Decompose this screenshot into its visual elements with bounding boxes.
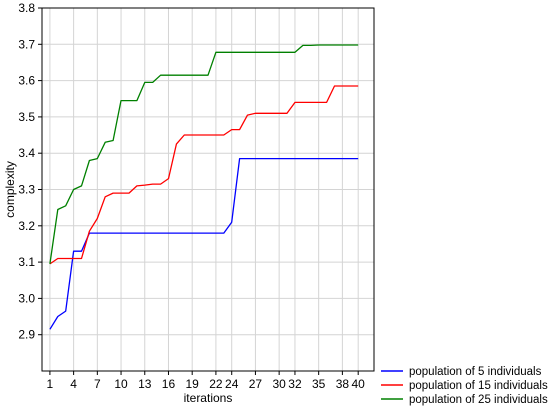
series-line xyxy=(49,157,359,330)
x-tick-label: 24 xyxy=(225,377,239,391)
y-tick-label: 3.0 xyxy=(18,291,35,305)
y-tick-label: 3.4 xyxy=(18,146,35,160)
y-tick-label: 3.3 xyxy=(18,183,35,197)
legend: population of 5 individuals population of… xyxy=(381,366,548,406)
x-axis-label: iterations xyxy=(184,391,233,405)
x-tick-label: 38 xyxy=(336,377,350,391)
x-tick-label: 27 xyxy=(249,377,263,391)
x-tick-label: 7 xyxy=(94,377,101,391)
legend-label: population of 5 individuals xyxy=(409,366,542,378)
y-tick-label: 3.2 xyxy=(18,219,35,233)
x-axis-ticks: 1 4 7 10 13 16 19 22 24 27 30 32 35 38 40 xyxy=(47,371,366,391)
y-tick-label: 3.1 xyxy=(18,255,35,269)
legend-label: population of 15 individuals xyxy=(409,380,548,392)
x-tick-label: 32 xyxy=(288,377,302,391)
series-lines xyxy=(49,44,359,330)
x-tick-label: 1 xyxy=(47,377,54,391)
x-tick-label: 35 xyxy=(312,377,326,391)
y-tick-label: 3.6 xyxy=(18,74,35,88)
y-axis-label: complexity xyxy=(3,161,17,218)
y-tick-label: 3.8 xyxy=(18,1,35,15)
x-tick-label: 4 xyxy=(70,377,77,391)
series-line xyxy=(49,85,359,265)
x-tick-label: 16 xyxy=(162,377,176,391)
legend-label: population of 25 individuals xyxy=(409,394,548,406)
x-tick-label: 22 xyxy=(209,377,223,391)
y-tick-label: 3.5 xyxy=(18,110,35,124)
x-tick-label: 10 xyxy=(114,377,128,391)
x-tick-label: 19 xyxy=(186,377,200,391)
y-tick-label: 2.9 xyxy=(18,328,35,342)
x-tick-label: 40 xyxy=(352,377,366,391)
grid xyxy=(42,7,374,371)
x-tick-label: 13 xyxy=(138,377,152,391)
y-axis-ticks: 2.9 3.0 3.1 3.2 3.3 3.4 3.5 3.6 3.7 3.8 xyxy=(18,1,42,342)
series-line xyxy=(49,44,359,264)
y-tick-label: 3.7 xyxy=(18,37,35,51)
x-tick-label: 30 xyxy=(272,377,286,391)
